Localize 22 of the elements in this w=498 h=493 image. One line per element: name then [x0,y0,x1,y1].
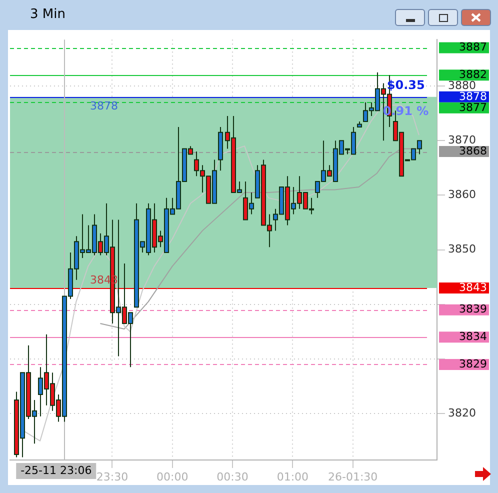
y-tick-label: 3850 [448,242,476,256]
ref-line-label: 3882 [459,68,487,81]
x-tick-label: 26-01:30 [328,470,378,484]
y-tick-label: 3880 [448,78,476,92]
ref-line-label: 3878 [90,99,118,112]
ref-line-label: 3877 [459,100,487,114]
y-tick-label: 3860 [448,188,476,202]
ref-line-label: -25-11 23:06 [20,464,92,477]
ref-line-label: 3839 [459,302,487,316]
text: 3843 [459,280,487,294]
x-tick-label: 00:30 [216,470,248,484]
ref-line-label: 3868 [459,144,487,158]
x-tick-label: 23:30 [96,470,128,484]
ref-line-label: 3887 [459,40,487,54]
text: 3878 [459,90,487,103]
y-tick-label: 3820 [448,406,476,420]
chart-title: 3 Min [30,7,66,22]
ref-line-label: 3829 [459,357,487,370]
y-tick-label: 3870 [448,133,476,146]
ref-line-label: 3834 [459,330,487,344]
x-tick-label: 01:00 [276,470,309,484]
x-tick-label: 00:00 [156,470,188,484]
